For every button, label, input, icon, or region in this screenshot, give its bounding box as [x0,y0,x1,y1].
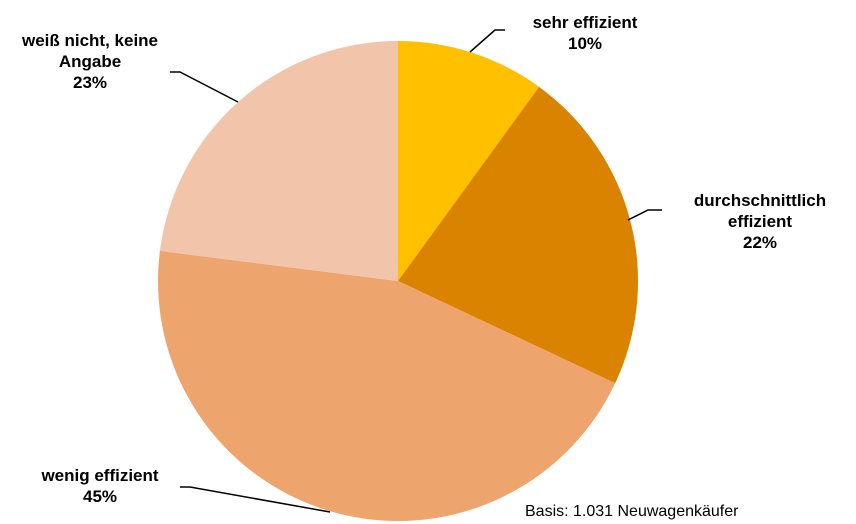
pie-slice [398,41,540,281]
slice-value: 45% [82,487,118,506]
slice-name: durchschnittlich effizient [693,191,827,231]
slice-label: durchschnittlich effizient 22% [660,190,856,253]
slice-label: sehr effizient 10% [495,12,675,54]
note: Basis: 1.031 Neuwagenkäufer [525,503,739,520]
slice-value: 10% [567,34,603,53]
pie-slice [159,41,398,281]
leader-line [170,71,239,103]
slice-label: weiß nicht, keine Angabe 23% [15,30,165,93]
pie-slice [157,250,616,522]
slice-name: wenig effizient [41,466,159,485]
leader-line [469,29,505,53]
leader-line [627,209,662,221]
slice-name: sehr effizient [532,13,638,32]
slice-label: wenig effizient 45% [10,465,190,507]
slice-name: weiß nicht, keine Angabe [21,31,159,71]
slice-value: 22% [742,233,778,252]
pie-slice [398,86,639,384]
slice-value: 23% [72,73,108,92]
leader-line [180,486,331,513]
